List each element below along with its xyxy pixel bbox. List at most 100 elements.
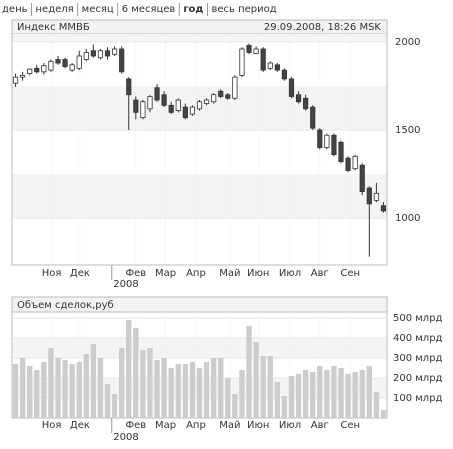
candle-body: [380, 205, 387, 212]
volume-bar: [19, 358, 26, 418]
candle-body: [140, 101, 146, 119]
volume-bar: [118, 348, 125, 418]
candle-body: [324, 134, 330, 148]
volume-bar: [41, 362, 47, 418]
x-tick-label: Авг: [311, 420, 329, 431]
candle-body: [90, 50, 96, 57]
candle-body: [267, 62, 273, 69]
volume-bar: [345, 374, 351, 418]
candle-body: [12, 76, 19, 84]
tab[interactable]: год: [183, 4, 203, 15]
tab[interactable]: неделя: [36, 4, 74, 15]
candle-body: [246, 45, 252, 53]
volume-bar: [62, 360, 68, 418]
volume-bar: [111, 394, 118, 418]
year-label: 2008: [113, 279, 138, 290]
volume-bar: [48, 348, 54, 418]
y-tick-label: 100 млрд: [393, 393, 443, 404]
volume-bar: [175, 364, 181, 418]
volume-bar: [133, 328, 139, 418]
volume-bar: [288, 376, 295, 418]
volume-bar: [274, 382, 281, 418]
candle-body: [196, 101, 203, 110]
volume-bar: [90, 344, 97, 418]
candle-body: [359, 164, 365, 192]
volume-bar: [55, 358, 61, 418]
tab[interactable]: весь период: [211, 4, 276, 15]
x-tick-label: Авг: [311, 268, 329, 279]
volume-bar: [317, 366, 323, 418]
timestamp: 29.09.2008, 18:26 MSK: [264, 22, 382, 33]
candle-body: [189, 106, 196, 115]
candle-body: [20, 74, 26, 78]
volume-bar: [267, 356, 273, 418]
volume-bar: [331, 366, 337, 418]
tab[interactable]: день: [2, 4, 28, 15]
x-tick-label: Сен: [340, 420, 360, 431]
x-tick-label: Ноя: [42, 420, 62, 431]
candle-body: [373, 192, 379, 201]
x-tick-label: Сен: [340, 268, 360, 279]
candle-body: [366, 187, 372, 205]
chart-title: Индекс ММВБ: [17, 22, 90, 33]
candle-body: [239, 48, 245, 76]
volume-bar: [373, 392, 380, 418]
volume-bar: [225, 378, 231, 418]
volume-bar: [210, 358, 217, 418]
volume-bar: [26, 366, 33, 418]
y-tick-label: 1000: [395, 213, 420, 224]
tab[interactable]: месяц: [82, 4, 114, 15]
volume-bar: [281, 396, 288, 418]
x-tick-label: Июн: [247, 268, 269, 279]
volume-bar: [359, 370, 365, 418]
volume-bar: [302, 370, 309, 418]
y-tick-label: 500 млрд: [393, 313, 443, 324]
candle-body: [331, 134, 337, 156]
volume-bar: [352, 372, 358, 418]
candle-body: [310, 106, 316, 129]
candle-body: [274, 64, 280, 71]
volume-bar: [12, 364, 19, 418]
volume-bar: [253, 342, 259, 418]
candle-body: [303, 97, 309, 110]
volume-bar: [140, 350, 146, 418]
candle-body: [295, 94, 302, 103]
x-tick-label: Мар: [155, 420, 176, 431]
volume-bar: [34, 370, 40, 418]
x-tick-label: Мар: [155, 268, 176, 279]
band: [12, 338, 387, 358]
volume-bar: [203, 362, 210, 418]
candle-body: [34, 67, 40, 73]
x-tick-label: Фев: [125, 268, 146, 279]
volume-bar: [161, 358, 167, 418]
candle-body: [182, 106, 188, 119]
volume-bar: [69, 364, 75, 418]
x-tick-label: Апр: [186, 268, 206, 279]
candle-body: [104, 50, 111, 57]
x-tick-label: Май: [219, 420, 240, 431]
candle-body: [203, 99, 210, 104]
x-tick-label: Июн: [247, 420, 269, 431]
candle-body: [83, 52, 89, 60]
volume-bar: [239, 370, 245, 418]
tab[interactable]: 6 месяцев: [122, 4, 176, 15]
volume-bar: [380, 410, 387, 418]
candle-body: [317, 129, 323, 148]
volume-bar: [83, 354, 89, 418]
x-tick-label: Ноя: [42, 268, 62, 279]
x-tick-label: Июл: [279, 420, 301, 431]
volume-bar: [76, 362, 82, 418]
candle-body: [48, 60, 54, 71]
y-tick-label: 200 млрд: [393, 373, 443, 384]
volume-bar: [97, 358, 104, 418]
candle-body: [253, 48, 259, 54]
volume-bar: [182, 364, 189, 418]
volume-bar: [324, 370, 330, 418]
y-tick-label: 300 млрд: [393, 353, 443, 364]
volume-bar: [366, 366, 373, 418]
candle-body: [112, 48, 118, 55]
candle-body: [161, 94, 167, 106]
volume-bar: [147, 348, 153, 418]
x-tick-label: Фев: [125, 420, 146, 431]
